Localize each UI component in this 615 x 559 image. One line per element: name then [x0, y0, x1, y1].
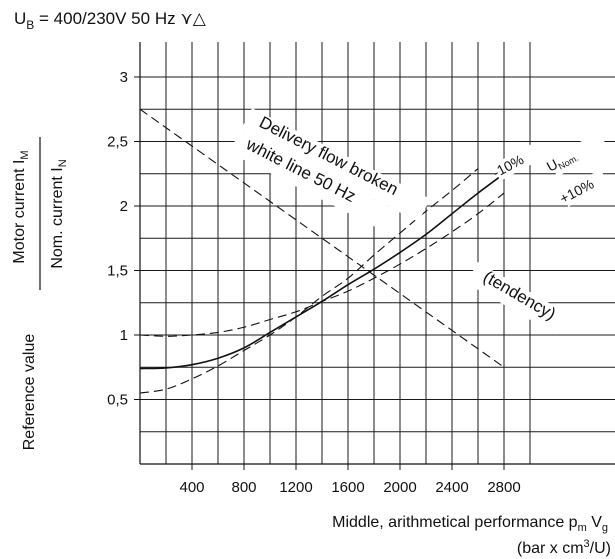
plus10-curve	[140, 192, 505, 337]
y-axis-nom-current-label: Nom. current IN	[49, 159, 69, 268]
y-axis-motor-current-label: Motor current IM	[11, 150, 31, 263]
minus10-label-bg	[492, 144, 540, 181]
chart-title: UB = 400/230V 50 Hz ⋎△	[14, 9, 207, 32]
chart-series	[140, 108, 610, 394]
chart-axes	[134, 42, 615, 470]
y-tick-labels: 0,5 1 1,5 2 2,5 3	[107, 69, 128, 409]
delivery-flow-line	[140, 108, 505, 368]
x-tick-labels: 400 800 1200 1600 2000 2400 2800	[179, 479, 520, 496]
x-axis-label: Middle, arithmetical performance pm Vg	[332, 514, 608, 534]
y-tick-label: 0,5	[107, 392, 128, 409]
white-line-label-bg	[229, 131, 392, 230]
delivery-label-bg	[240, 108, 431, 222]
x-tick-label: 2400	[435, 479, 468, 496]
y-tick-label: 3	[120, 69, 128, 86]
tendency-label-bg	[466, 262, 569, 335]
x-tick-label: 1200	[279, 479, 312, 496]
u-nom-label-bg	[548, 131, 609, 177]
y-tick-label: 2,5	[107, 134, 128, 151]
y-tick-label: 1	[120, 327, 128, 344]
chart-grid	[140, 42, 615, 464]
x-tick-label: 800	[231, 479, 256, 496]
plus10-label-bg	[560, 169, 610, 207]
y-axis-reference-label: Reference value	[21, 334, 38, 451]
x-tick-label: 2000	[383, 479, 416, 496]
y-tick-label: 2	[120, 198, 128, 215]
x-axis-unit-label: (bar x cm3/U)	[517, 538, 611, 557]
x-tick-label: 2800	[487, 479, 520, 496]
y-tick-label: 1,5	[107, 263, 128, 280]
minus10-curve	[140, 168, 479, 394]
x-tick-label: 400	[179, 479, 204, 496]
x-tick-label: 1600	[331, 479, 364, 496]
